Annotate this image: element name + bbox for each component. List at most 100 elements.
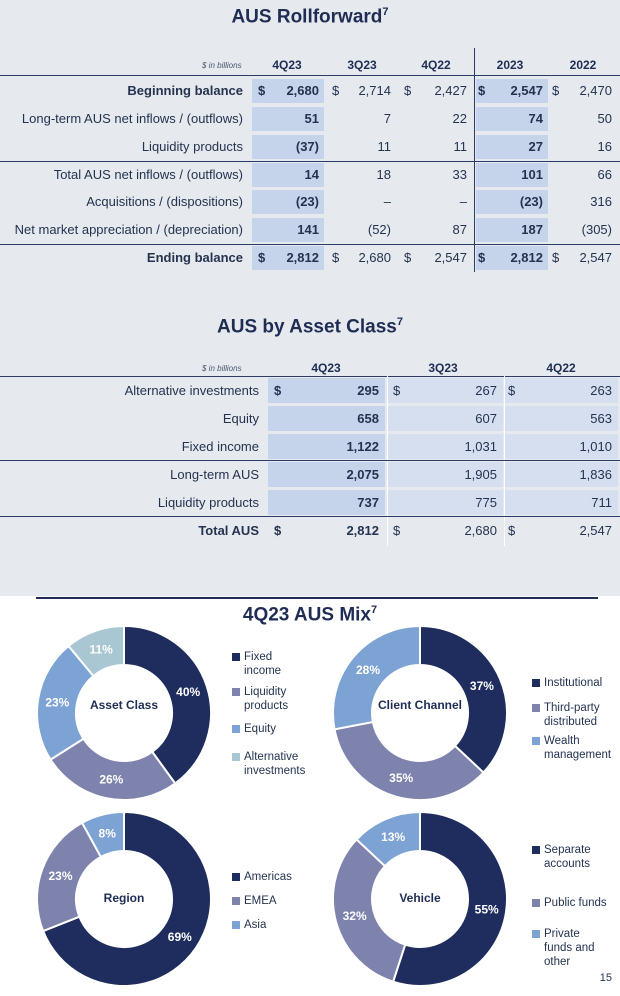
legend-label: Institutional xyxy=(544,677,603,689)
highlight-band xyxy=(387,490,503,515)
row-label: Long-term AUS net inflows / (outflows) xyxy=(21,111,243,126)
cell-value: 2,427 xyxy=(434,83,467,98)
legend-swatch xyxy=(232,688,240,696)
cell-value: 7 xyxy=(383,111,391,126)
donut-center-label: Region xyxy=(103,891,145,905)
rollforward-col-header: 3Q23 xyxy=(347,58,377,72)
dollar-sign: $ xyxy=(393,523,401,538)
dollar-sign: $ xyxy=(332,83,340,98)
asset-class-donut: 40% 26% 23% 11% xyxy=(36,624,212,801)
donut-slice xyxy=(333,720,485,801)
cell-value: 775 xyxy=(475,495,497,510)
highlight-band xyxy=(476,107,548,131)
slice-percent-label: 23% xyxy=(48,869,72,883)
column-divider xyxy=(504,376,505,546)
cell-value: 1,905 xyxy=(464,467,497,482)
donut-slice xyxy=(67,624,125,678)
dollar-sign: $ xyxy=(393,383,401,398)
cell-value: 66 xyxy=(597,167,612,182)
dollar-sign: $ xyxy=(258,250,266,265)
row-label: Liquidity products xyxy=(157,495,259,510)
highlight-band xyxy=(505,462,618,487)
highlight-band xyxy=(252,79,324,103)
cell-value: – xyxy=(459,194,467,209)
donut-slice xyxy=(41,810,212,987)
asset-class-title: AUS by Asset Class7 xyxy=(217,316,403,338)
cell-value: 2,812 xyxy=(286,250,319,265)
dollar-sign: $ xyxy=(508,523,516,538)
dollar-sign: $ xyxy=(508,383,516,398)
cell-value: 187 xyxy=(521,222,543,237)
dollar-sign: $ xyxy=(552,250,560,265)
cell-value: 50 xyxy=(597,111,612,126)
client-channel-donut: 37% 35% 28% xyxy=(332,624,508,801)
slice-percent-label: 55% xyxy=(475,903,499,917)
highlight-band xyxy=(252,163,324,187)
cell-value: 2,547 xyxy=(434,250,467,265)
cell-value: 14 xyxy=(304,167,319,182)
cell-value: 1,031 xyxy=(464,439,497,454)
legend-label: Third-party distributed xyxy=(544,702,600,728)
cell-value: 2,714 xyxy=(358,83,391,98)
dollar-sign: $ xyxy=(332,250,340,265)
row-label: Alternative investments xyxy=(124,383,259,398)
cell-value: 27 xyxy=(528,139,543,154)
vehicle-donut: 55% 32% 13% xyxy=(332,810,508,987)
cell-value: 295 xyxy=(357,383,379,398)
cell-value: (305) xyxy=(581,222,612,237)
legend-label: Fixed income xyxy=(244,651,282,677)
donut-center-label: Asset Class xyxy=(89,698,159,712)
slice-percent-label: 13% xyxy=(381,830,405,844)
highlight-band xyxy=(476,246,548,270)
row-label: Ending balance xyxy=(146,250,243,265)
highlight-band xyxy=(505,434,618,459)
row-label: Fixed income xyxy=(181,439,259,454)
donut-slice xyxy=(391,810,508,987)
cell-value: 101 xyxy=(521,167,543,182)
cell-value: – xyxy=(383,194,391,209)
cell-value: 2,680 xyxy=(286,83,319,98)
column-divider xyxy=(474,48,475,272)
dollar-sign: $ xyxy=(274,383,282,398)
cell-value: 11 xyxy=(453,139,468,154)
cell-value: 1,836 xyxy=(579,467,612,482)
cell-value: (37) xyxy=(295,139,319,154)
cell-value: (23) xyxy=(295,194,319,209)
legend-swatch xyxy=(532,737,540,745)
slice-percent-label: 26% xyxy=(99,772,123,786)
donut-slice xyxy=(123,624,212,785)
mix-divider xyxy=(36,597,598,599)
legend-swatch xyxy=(232,873,240,881)
rollforward-col-header: 2023 xyxy=(496,58,524,72)
cell-value: 22 xyxy=(452,111,467,126)
donut-slice xyxy=(332,624,421,731)
donut-center-label: Client Channel xyxy=(377,698,462,712)
highlight-band xyxy=(252,246,324,270)
cell-value: 2,075 xyxy=(346,467,379,482)
highlight-band xyxy=(387,434,503,459)
cell-value: 2,547 xyxy=(579,523,612,538)
legend-label: Public funds xyxy=(544,897,607,909)
legend-label: Asia xyxy=(244,919,267,931)
highlight-band xyxy=(476,79,548,103)
dollar-sign: $ xyxy=(404,250,412,265)
slice-percent-label: 11% xyxy=(89,642,113,656)
donut-slice xyxy=(49,737,177,801)
donut-slice xyxy=(419,624,508,774)
cell-value: 658 xyxy=(357,411,379,426)
slice-percent-label: 35% xyxy=(389,771,413,785)
row-label: Total AUS net inflows / (outflows) xyxy=(53,167,243,182)
cell-value: 316 xyxy=(590,194,612,209)
rollforward-unit: $ in billions xyxy=(202,61,242,70)
donut-center-label: Vehicle xyxy=(399,891,441,905)
cell-value: 18 xyxy=(376,167,391,182)
row-label: Net market appreciation / (depreciation) xyxy=(14,222,243,237)
slice-percent-label: 8% xyxy=(99,827,117,841)
cell-value: 2,680 xyxy=(358,250,391,265)
highlight-band xyxy=(268,406,385,431)
highlight-band xyxy=(387,462,503,487)
row-label: Total AUS xyxy=(198,523,259,538)
dollar-sign: $ xyxy=(274,523,282,538)
legend-label: EMEA xyxy=(244,895,277,907)
legend-label: Private funds and other xyxy=(544,928,595,968)
